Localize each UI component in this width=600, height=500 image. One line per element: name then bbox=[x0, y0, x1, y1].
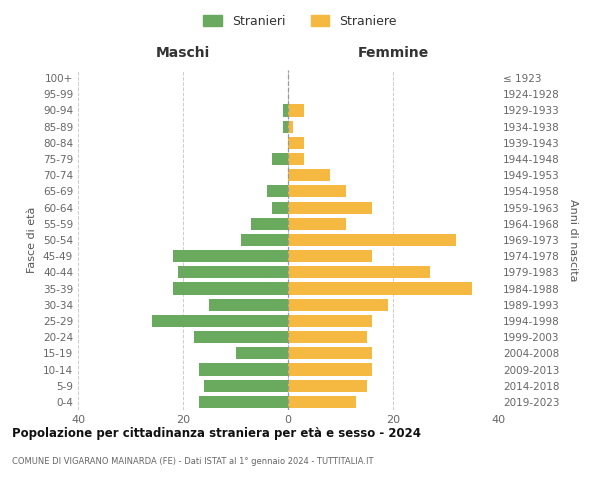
Bar bbox=[251, 218, 288, 230]
Bar bbox=[288, 266, 430, 278]
Bar bbox=[288, 380, 367, 392]
Bar bbox=[178, 266, 288, 278]
Bar bbox=[193, 331, 288, 343]
Bar bbox=[199, 364, 288, 376]
Bar bbox=[288, 169, 330, 181]
Bar bbox=[272, 202, 288, 213]
Bar bbox=[288, 120, 293, 132]
Bar bbox=[288, 202, 372, 213]
Bar bbox=[288, 218, 346, 230]
Bar bbox=[272, 153, 288, 165]
Bar bbox=[209, 298, 288, 311]
Bar bbox=[151, 315, 288, 327]
Bar bbox=[199, 396, 288, 408]
Bar bbox=[288, 104, 304, 117]
Bar bbox=[288, 250, 372, 262]
Bar bbox=[283, 120, 288, 132]
Bar bbox=[173, 282, 288, 294]
Text: Femmine: Femmine bbox=[358, 46, 428, 60]
Bar bbox=[235, 348, 288, 360]
Y-axis label: Fasce di età: Fasce di età bbox=[28, 207, 37, 273]
Bar bbox=[288, 282, 472, 294]
Text: Popolazione per cittadinanza straniera per età e sesso - 2024: Popolazione per cittadinanza straniera p… bbox=[12, 428, 421, 440]
Bar bbox=[283, 104, 288, 117]
Bar bbox=[288, 331, 367, 343]
Bar bbox=[288, 348, 372, 360]
Bar bbox=[288, 186, 346, 198]
Bar bbox=[288, 137, 304, 149]
Bar bbox=[288, 315, 372, 327]
Bar bbox=[288, 298, 388, 311]
Bar bbox=[204, 380, 288, 392]
Bar bbox=[241, 234, 288, 246]
Legend: Stranieri, Straniere: Stranieri, Straniere bbox=[199, 11, 401, 32]
Bar bbox=[173, 250, 288, 262]
Bar bbox=[267, 186, 288, 198]
Text: COMUNE DI VIGARANO MAINARDA (FE) - Dati ISTAT al 1° gennaio 2024 - TUTTITALIA.IT: COMUNE DI VIGARANO MAINARDA (FE) - Dati … bbox=[12, 458, 373, 466]
Bar bbox=[288, 153, 304, 165]
Bar bbox=[288, 364, 372, 376]
Bar bbox=[288, 396, 356, 408]
Bar bbox=[288, 234, 456, 246]
Text: Maschi: Maschi bbox=[156, 46, 210, 60]
Y-axis label: Anni di nascita: Anni di nascita bbox=[568, 198, 578, 281]
